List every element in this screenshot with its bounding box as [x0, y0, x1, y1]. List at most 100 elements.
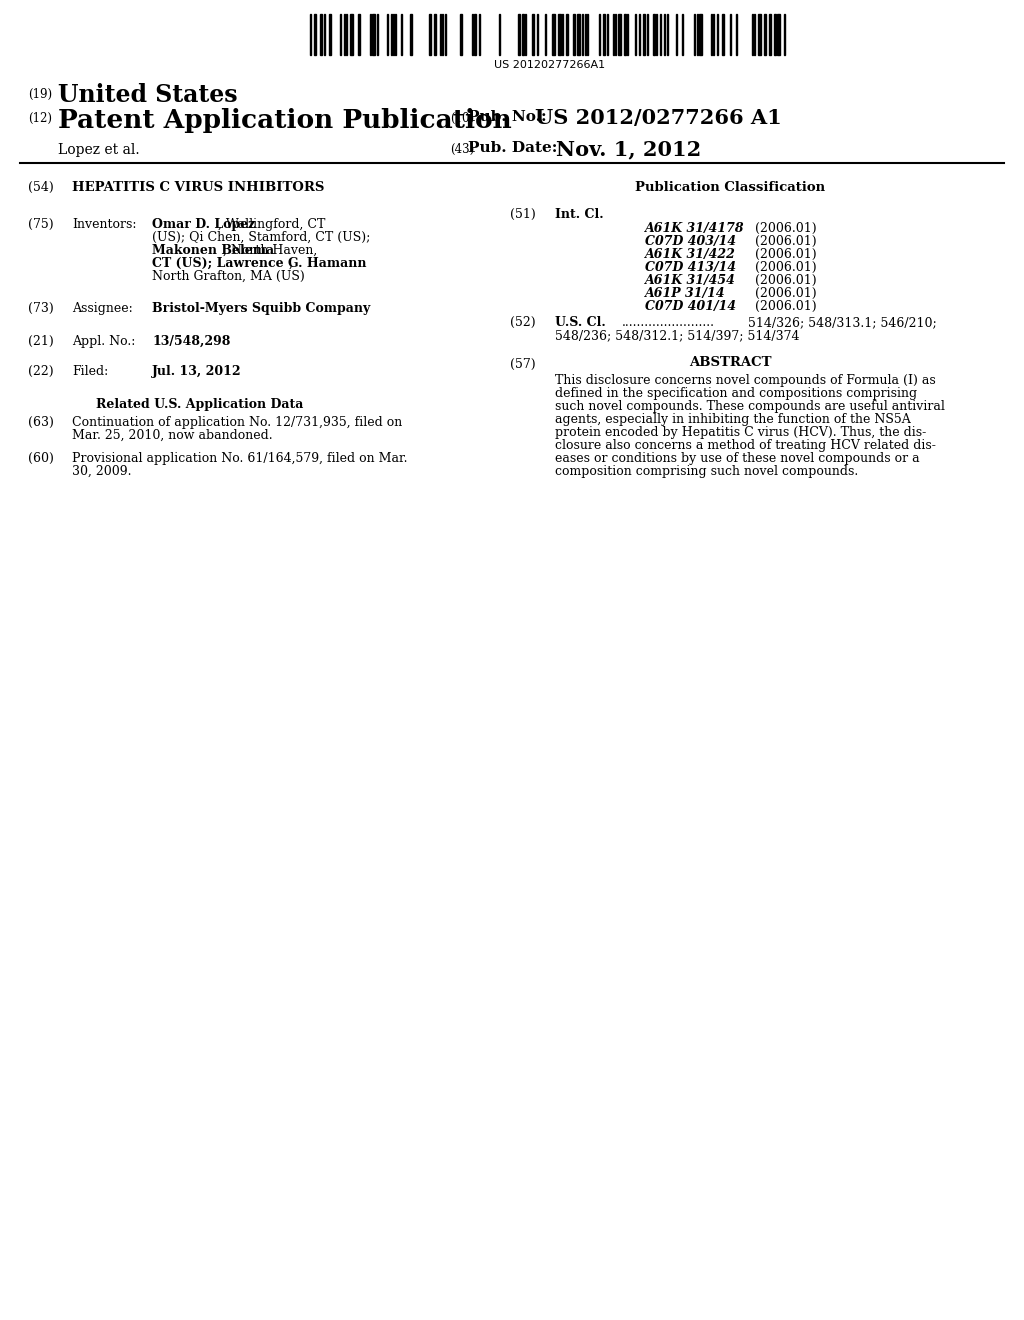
Text: A61P 31/14: A61P 31/14 — [645, 286, 726, 300]
Text: ........................: ........................ — [622, 315, 715, 329]
Text: agents, especially in inhibiting the function of the NS5A: agents, especially in inhibiting the fun… — [555, 413, 910, 426]
Text: (51): (51) — [510, 209, 536, 220]
Text: Pub. Date:: Pub. Date: — [468, 141, 557, 154]
Text: Jul. 13, 2012: Jul. 13, 2012 — [152, 366, 242, 378]
Text: US 2012/0277266 A1: US 2012/0277266 A1 — [535, 108, 781, 128]
Bar — [429, 15, 431, 55]
Text: Assignee:: Assignee: — [72, 302, 133, 315]
Bar — [566, 15, 568, 55]
Text: (2006.01): (2006.01) — [755, 235, 816, 248]
Text: 30, 2009.: 30, 2009. — [72, 465, 131, 478]
Text: (54): (54) — [28, 181, 53, 194]
Bar — [573, 15, 575, 55]
Bar — [643, 15, 645, 55]
Bar — [552, 15, 555, 55]
Text: Makonen Belema: Makonen Belema — [152, 244, 274, 257]
Text: (73): (73) — [28, 302, 53, 315]
Text: (43): (43) — [450, 143, 474, 156]
Bar — [624, 15, 626, 55]
Text: 548/236; 548/312.1; 514/397; 514/374: 548/236; 548/312.1; 514/397; 514/374 — [555, 329, 800, 342]
Bar — [532, 15, 534, 55]
Text: (19): (19) — [28, 88, 52, 102]
Text: (21): (21) — [28, 335, 53, 348]
Text: (75): (75) — [28, 218, 53, 231]
Text: (60): (60) — [28, 451, 54, 465]
Text: Inventors:: Inventors: — [72, 218, 136, 231]
Text: composition comprising such novel compounds.: composition comprising such novel compou… — [555, 465, 858, 478]
Bar — [577, 15, 580, 55]
Text: (22): (22) — [28, 366, 53, 378]
Text: protein encoded by Hepatitis C virus (HCV). Thus, the dis-: protein encoded by Hepatitis C virus (HC… — [555, 426, 927, 440]
Bar — [558, 15, 561, 55]
Text: U.S. Cl.: U.S. Cl. — [555, 315, 606, 329]
Bar — [722, 15, 724, 55]
Bar — [758, 15, 761, 55]
Text: Mar. 25, 2010, now abandoned.: Mar. 25, 2010, now abandoned. — [72, 429, 272, 442]
Text: C07D 403/14: C07D 403/14 — [645, 235, 736, 248]
Bar — [329, 15, 331, 55]
Text: (52): (52) — [510, 315, 536, 329]
Text: (63): (63) — [28, 416, 54, 429]
Text: (2006.01): (2006.01) — [755, 275, 816, 286]
Text: Provisional application No. 61/164,579, filed on Mar.: Provisional application No. 61/164,579, … — [72, 451, 408, 465]
Text: C07D 413/14: C07D 413/14 — [645, 261, 736, 275]
Text: Related U.S. Application Data: Related U.S. Application Data — [96, 399, 304, 411]
Bar — [618, 15, 621, 55]
Text: North Grafton, MA (US): North Grafton, MA (US) — [152, 271, 305, 282]
Text: (2006.01): (2006.01) — [755, 286, 816, 300]
Text: CT (US); Lawrence G. Hamann: CT (US); Lawrence G. Hamann — [152, 257, 367, 271]
Bar — [460, 15, 462, 55]
Text: (12): (12) — [28, 112, 52, 125]
Text: such novel compounds. These compounds are useful antiviral: such novel compounds. These compounds ar… — [555, 400, 945, 413]
Bar — [358, 15, 360, 55]
Text: (US); Qi Chen, Stamford, CT (US);: (US); Qi Chen, Stamford, CT (US); — [152, 231, 371, 244]
Text: Pub. No.:: Pub. No.: — [468, 110, 547, 124]
Text: A61K 31/454: A61K 31/454 — [645, 275, 736, 286]
Text: Filed:: Filed: — [72, 366, 109, 378]
Text: , North Haven,: , North Haven, — [222, 244, 317, 257]
Bar — [314, 15, 316, 55]
Text: closure also concerns a method of treating HCV related dis-: closure also concerns a method of treati… — [555, 440, 936, 451]
Bar — [522, 15, 524, 55]
Text: (2006.01): (2006.01) — [755, 261, 816, 275]
Text: Nov. 1, 2012: Nov. 1, 2012 — [556, 139, 701, 158]
Text: (2006.01): (2006.01) — [755, 248, 816, 261]
Text: eases or conditions by use of these novel compounds or a: eases or conditions by use of these nove… — [555, 451, 920, 465]
Bar — [769, 15, 771, 55]
Text: This disclosure concerns novel compounds of Formula (I) as: This disclosure concerns novel compounds… — [555, 374, 936, 387]
Bar — [350, 15, 353, 55]
Bar — [764, 15, 766, 55]
Text: Omar D. Lopez: Omar D. Lopez — [152, 218, 255, 231]
Text: ABSTRACT: ABSTRACT — [689, 356, 771, 370]
Text: (57): (57) — [510, 358, 536, 371]
Text: C07D 401/14: C07D 401/14 — [645, 300, 736, 313]
Text: Lopez et al.: Lopez et al. — [58, 143, 139, 157]
Text: (2006.01): (2006.01) — [755, 300, 816, 313]
Text: 13/548,298: 13/548,298 — [152, 335, 230, 348]
Text: Bristol-Myers Squibb Company: Bristol-Myers Squibb Company — [152, 302, 371, 315]
Text: Appl. No.:: Appl. No.: — [72, 335, 135, 348]
Bar — [372, 15, 375, 55]
Text: Int. Cl.: Int. Cl. — [555, 209, 603, 220]
Text: HEPATITIS C VIRUS INHIBITORS: HEPATITIS C VIRUS INHIBITORS — [72, 181, 325, 194]
Bar — [518, 15, 520, 55]
Text: A61K 31/4178: A61K 31/4178 — [645, 222, 744, 235]
Text: defined in the specification and compositions comprising: defined in the specification and composi… — [555, 387, 918, 400]
Text: 514/326; 548/313.1; 546/210;: 514/326; 548/313.1; 546/210; — [748, 315, 937, 329]
Text: (10): (10) — [450, 112, 474, 125]
Text: United States: United States — [58, 83, 238, 107]
Text: Continuation of application No. 12/731,935, filed on: Continuation of application No. 12/731,9… — [72, 416, 402, 429]
Text: Publication Classification: Publication Classification — [635, 181, 825, 194]
Text: Patent Application Publication: Patent Application Publication — [58, 108, 512, 133]
Text: A61K 31/422: A61K 31/422 — [645, 248, 736, 261]
Bar — [774, 15, 776, 55]
Bar — [434, 15, 436, 55]
Text: (2006.01): (2006.01) — [755, 222, 816, 235]
Bar — [474, 15, 476, 55]
Bar — [777, 15, 780, 55]
Bar — [603, 15, 605, 55]
Text: ,: , — [289, 257, 292, 271]
Bar — [319, 15, 322, 55]
Text: , Wallingford, CT: , Wallingford, CT — [218, 218, 325, 231]
Text: US 20120277266A1: US 20120277266A1 — [495, 59, 605, 70]
